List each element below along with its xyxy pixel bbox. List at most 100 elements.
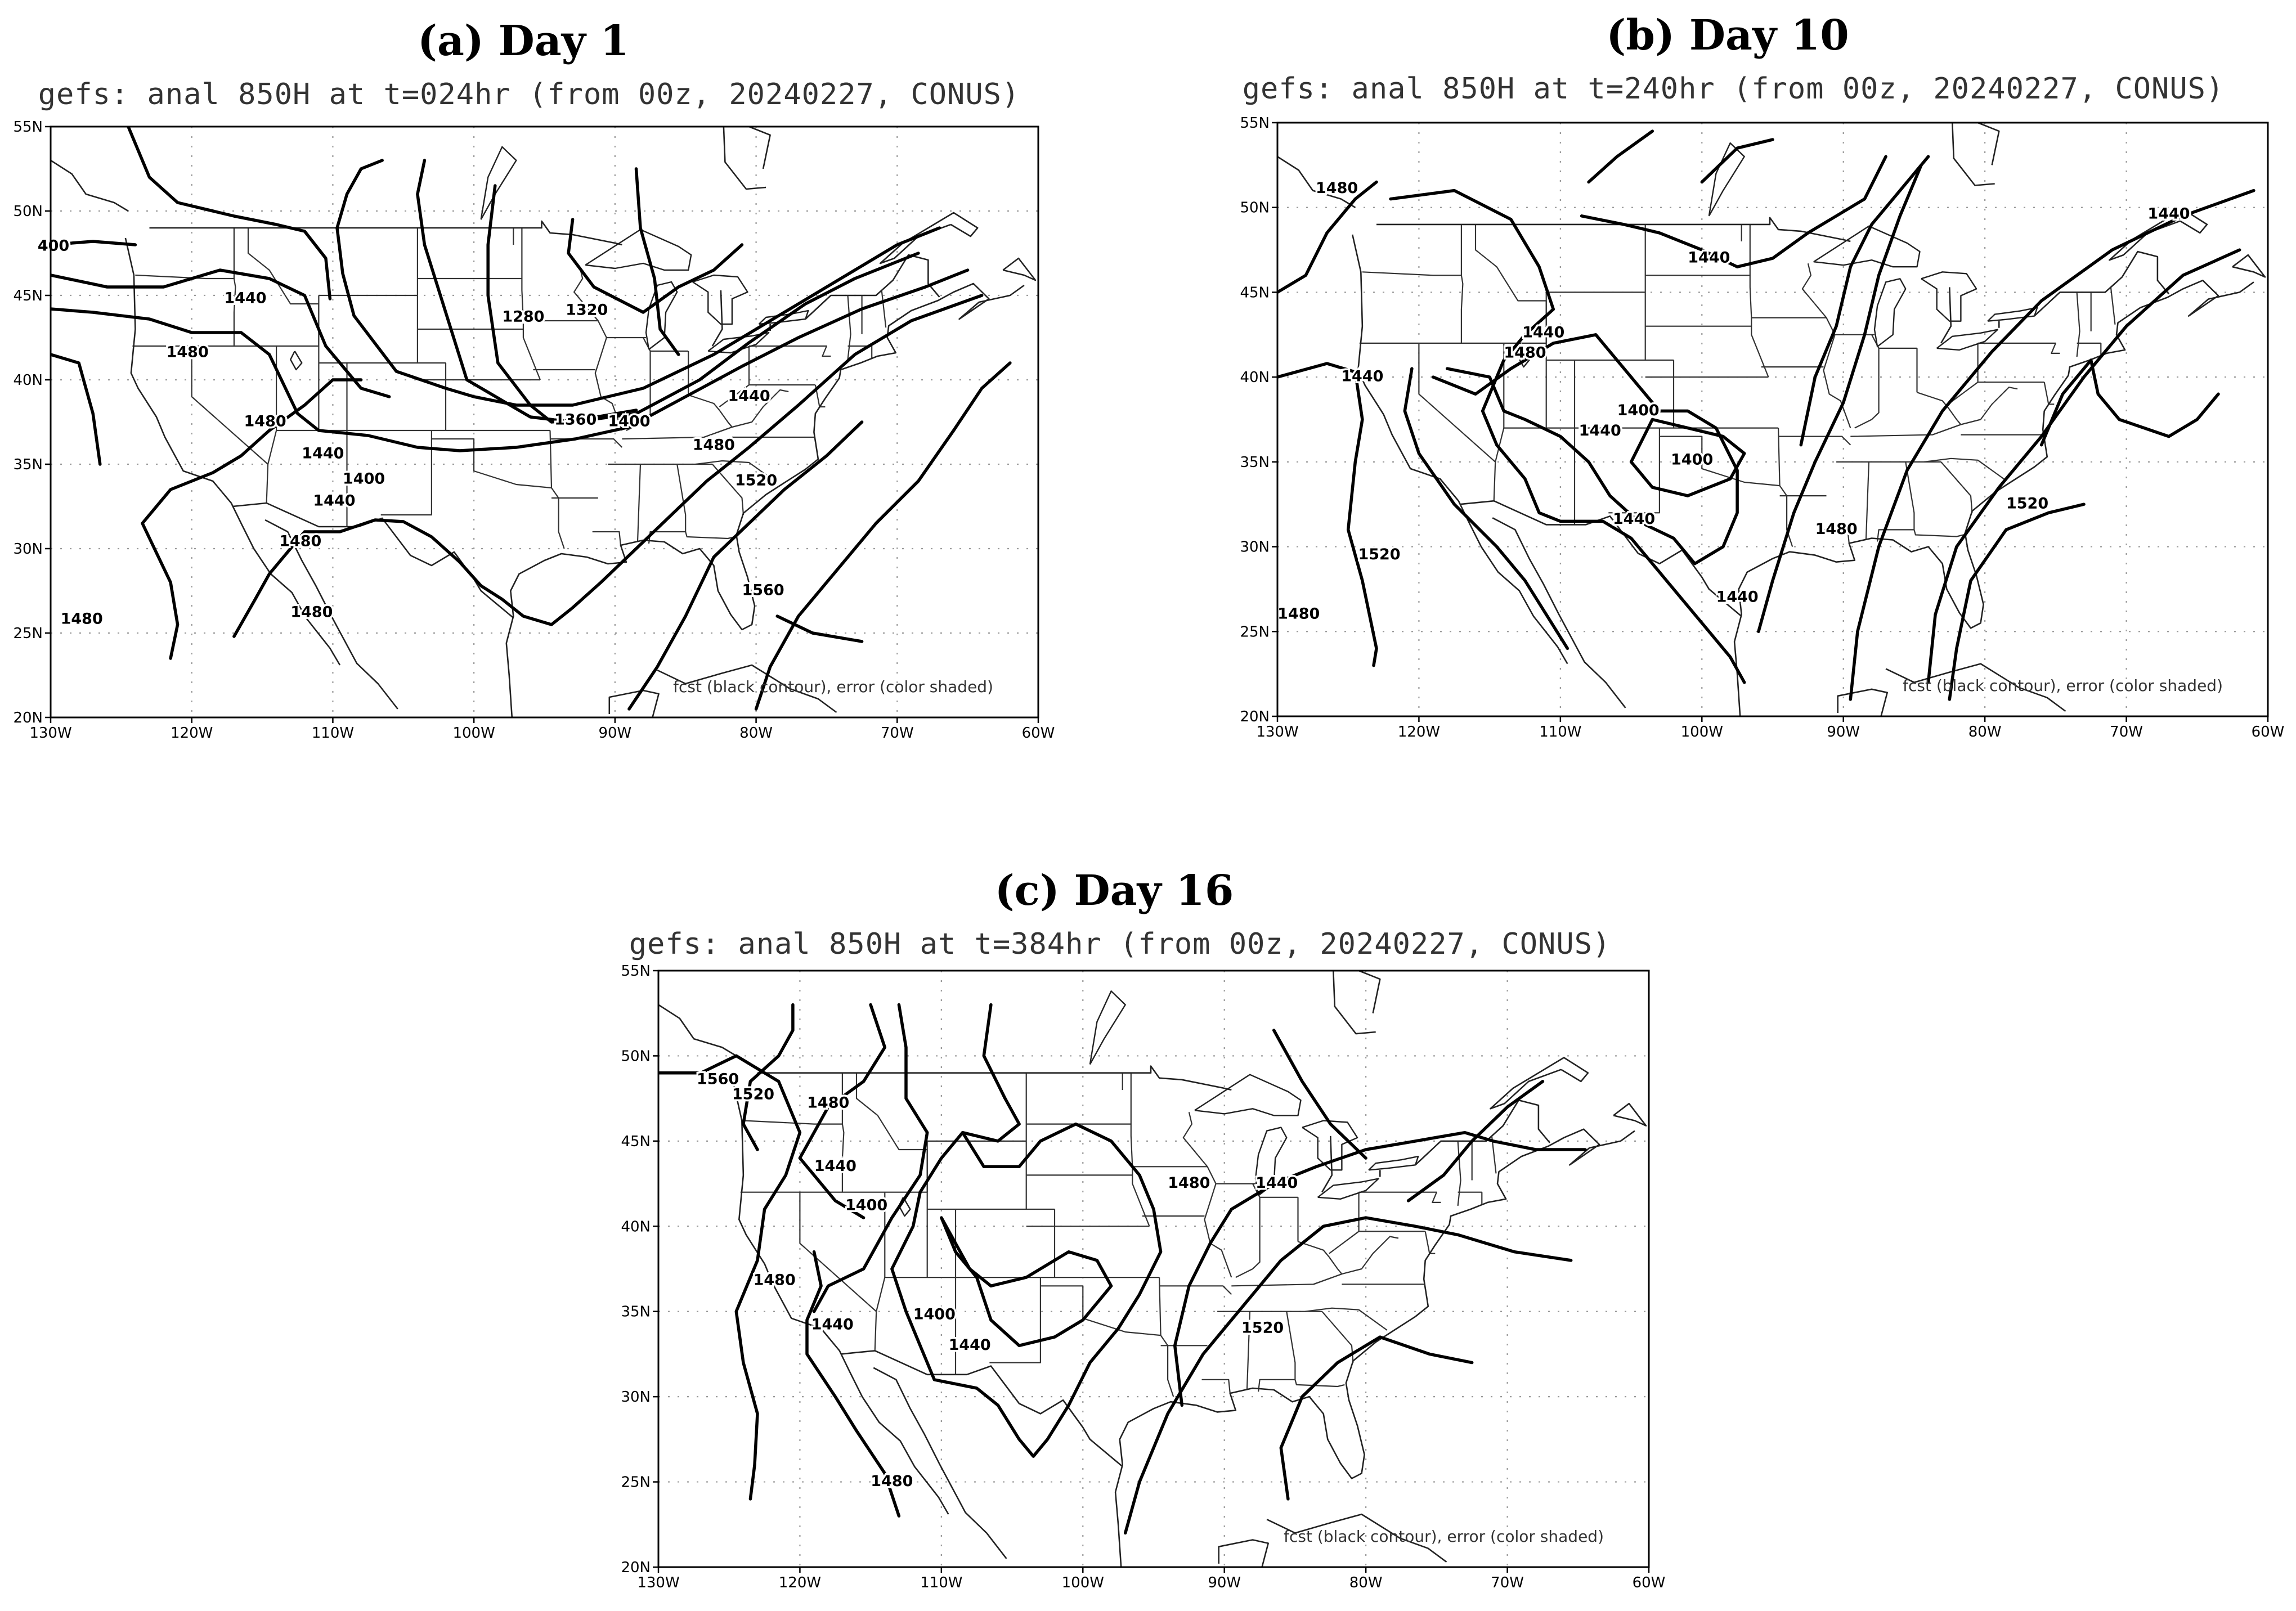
height-contours xyxy=(1277,129,2255,701)
contour-label: 1520 xyxy=(1358,546,1400,563)
contour-line xyxy=(1926,248,2241,684)
lake-outline xyxy=(480,146,517,220)
coastline xyxy=(723,127,766,190)
contour-line xyxy=(567,218,744,314)
state-boundary xyxy=(1932,387,2018,436)
contour-line xyxy=(742,1003,795,1151)
contour-label: 1480 xyxy=(1815,520,1858,538)
coastline xyxy=(1613,1102,1647,1127)
state-boundary xyxy=(1923,457,2007,481)
map-frame xyxy=(50,125,1039,719)
lake-outline xyxy=(645,281,678,350)
lake-outline xyxy=(1194,1074,1302,1116)
coastline xyxy=(1885,663,2066,712)
basemap xyxy=(51,127,1037,717)
axis-ticks: 130W 120W 110W 100W 90W 80W 70W 60W 20N 25N 30N 35N… xyxy=(13,119,1055,742)
contour-label: 1440 xyxy=(302,445,344,463)
lake-outline xyxy=(707,331,770,354)
gridlines xyxy=(658,971,1649,1567)
contour-line xyxy=(51,353,102,466)
state-boundary xyxy=(841,1072,845,1192)
contour-line xyxy=(486,184,638,424)
state-boundary xyxy=(1659,436,1780,487)
contour-line xyxy=(812,1003,929,1313)
contour-label: 1440 xyxy=(814,1157,856,1175)
panel-subtitle: gefs: anal 850H at t=024hr (from 00z, 20… xyxy=(38,78,1020,111)
contour-line xyxy=(416,159,920,424)
contour-label: 1400 xyxy=(1671,451,1713,468)
footnote: fcst (black contour), error (color shade… xyxy=(1903,676,2223,695)
coastline xyxy=(657,664,837,713)
contour-label: 1480 xyxy=(279,533,321,550)
contour-label: 1520 xyxy=(735,472,777,490)
axis-ticks: 130W 120W 110W 100W 90W 80W 70W 60W 20N 25N 30N 35N… xyxy=(621,963,1665,1591)
country-border xyxy=(711,290,723,347)
contour-line xyxy=(1580,155,1887,268)
contour-line xyxy=(775,614,864,643)
contour-label: 1400 xyxy=(343,470,385,488)
contour-label: 1280 xyxy=(502,308,544,326)
state-boundary xyxy=(135,274,234,280)
contour-label: 1480 xyxy=(1277,605,1320,623)
contour-label: 1400 xyxy=(913,1305,956,1323)
contour-line xyxy=(1173,1130,1587,1407)
contour-label: 1440 xyxy=(811,1316,854,1333)
country-border xyxy=(232,502,514,618)
contour-line xyxy=(51,268,391,398)
lake-outline xyxy=(1708,142,1745,217)
lon-tick-label: 60W xyxy=(1022,725,1055,742)
state-boundary xyxy=(549,430,565,549)
lake-outline xyxy=(692,274,748,325)
lon-tick-label: 110W xyxy=(920,1574,962,1591)
lat-tick-label: 55N xyxy=(621,963,651,980)
state-boundary xyxy=(1778,436,1851,446)
contour-line xyxy=(1279,1335,1474,1501)
lat-tick-label: 55N xyxy=(13,119,43,136)
state-boundary xyxy=(1040,1285,1161,1336)
state-boundary xyxy=(1460,224,1464,343)
coastline xyxy=(51,159,129,212)
lat-tick-label: 20N xyxy=(13,710,43,726)
state-boundary xyxy=(855,1072,928,1192)
state-boundary xyxy=(1313,1236,1399,1285)
coastline xyxy=(1277,156,1356,208)
lon-tick-label: 110W xyxy=(312,725,354,742)
contour-labels: 400 1440 1480 1480 1440 1400 1440 1480 1480 1480 1… xyxy=(35,235,786,630)
lake-outline xyxy=(1987,307,2038,322)
contour-line xyxy=(805,1250,901,1518)
contour-label: 1520 xyxy=(1241,1320,1284,1337)
contour-line xyxy=(634,167,680,356)
contour-label: 1480 xyxy=(807,1094,849,1112)
contour-label: 1480 xyxy=(871,1473,913,1490)
map-frame xyxy=(1276,122,2269,717)
country-border xyxy=(1415,1099,1551,1166)
lon-tick-label: 70W xyxy=(881,725,914,742)
lon-tick-label: 110W xyxy=(1539,724,1581,741)
contour-label: 1440 xyxy=(1613,510,1655,528)
coastline xyxy=(505,282,1025,717)
lon-tick-label: 100W xyxy=(452,725,495,742)
contour-line xyxy=(1403,367,1569,650)
coastline xyxy=(873,1367,1007,1559)
coastline xyxy=(1218,1539,1269,1567)
contour-line xyxy=(1849,189,2255,701)
lon-tick-label: 70W xyxy=(2110,724,2143,741)
contour-line xyxy=(754,361,1012,711)
lon-tick-label: 100W xyxy=(1681,724,1723,741)
axis-ticks: 130W 120W 110W 100W 90W 80W 70W 60W 20N 25N 30N 35N… xyxy=(1240,115,2284,741)
lake-outline xyxy=(1317,1178,1379,1200)
lat-tick-label: 50N xyxy=(1240,200,1270,217)
height-contours xyxy=(658,1003,1587,1535)
state-boundary xyxy=(1159,1285,1232,1295)
contour-label: 1560 xyxy=(697,1070,739,1088)
lon-tick-label: 90W xyxy=(598,725,631,742)
lat-tick-label: 40N xyxy=(13,372,43,389)
contour-label: 1520 xyxy=(732,1086,774,1103)
contour-label: 1440 xyxy=(1688,249,1730,267)
lon-tick-label: 90W xyxy=(1208,1574,1241,1591)
lat-tick-label: 35N xyxy=(1240,454,1270,471)
state-boundary xyxy=(1258,1311,1296,1392)
country-border xyxy=(1940,287,1952,344)
